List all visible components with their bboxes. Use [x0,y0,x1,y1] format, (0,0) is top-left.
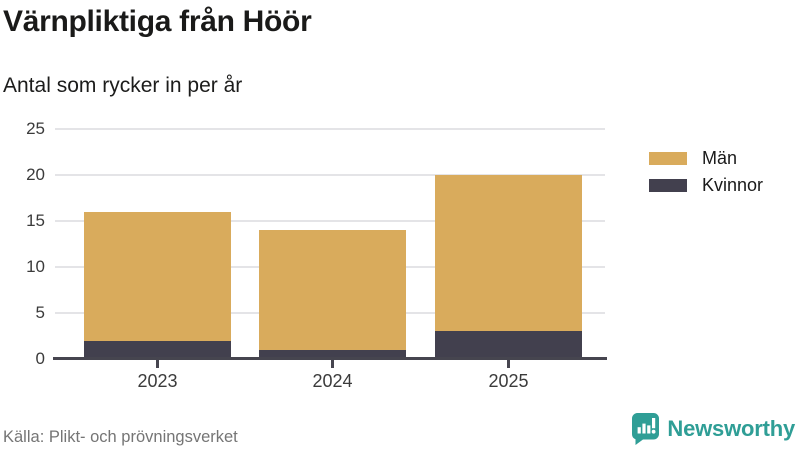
legend-label: Män [702,147,738,168]
legend-item-man: Män [649,145,763,171]
gridline-y25 [55,128,605,130]
x-axis-label-2024: 2024 [312,371,353,391]
bar-segment-man-2024 [259,230,406,350]
x-axis-line [53,357,607,360]
chart-subtitle: Antal som rycker in per år [3,74,243,97]
y-axis-tick-label: 10 [26,257,45,276]
bar-segment-man-2023 [84,211,231,341]
x-axis-label-2023: 2023 [137,371,178,391]
gridline-y15 [55,220,605,222]
y-axis-tick-label: 0 [35,349,45,368]
legend-swatch-kvinnor [649,178,687,192]
bar-segment-kvinnor-2025 [435,331,582,359]
y-axis-tick-label: 15 [26,211,45,230]
newsworthy-wordmark: Newsworthy [667,416,795,441]
gridline-y20 [55,174,605,176]
chart-title: Värnpliktiga från Höör [3,5,312,38]
legend: Män Kvinnor [649,145,763,199]
y-axis-tick-label: 20 [26,165,45,184]
bar-segment-man-2025 [435,175,582,332]
newsworthy-logo[interactable]: Newsworthy [632,412,795,446]
y-axis-tick-label: 5 [35,303,45,322]
bar-segment-kvinnor-2023 [84,340,231,359]
legend-swatch-man [649,151,687,165]
x-axis-tick [331,360,334,368]
newsworthy-bars-icon [632,413,660,445]
x-axis-tick [507,360,510,368]
legend-label: Kvinnor [702,174,764,195]
y-axis-tick-label: 25 [26,119,45,138]
bar-segment-kvinnor-2024 [259,349,406,359]
x-axis-tick [156,360,159,368]
x-axis-label-2025: 2025 [488,371,529,391]
legend-item-kvinnor: Kvinnor [649,172,763,198]
source-note: Källa: Plikt- och prövningsverket [3,428,238,446]
